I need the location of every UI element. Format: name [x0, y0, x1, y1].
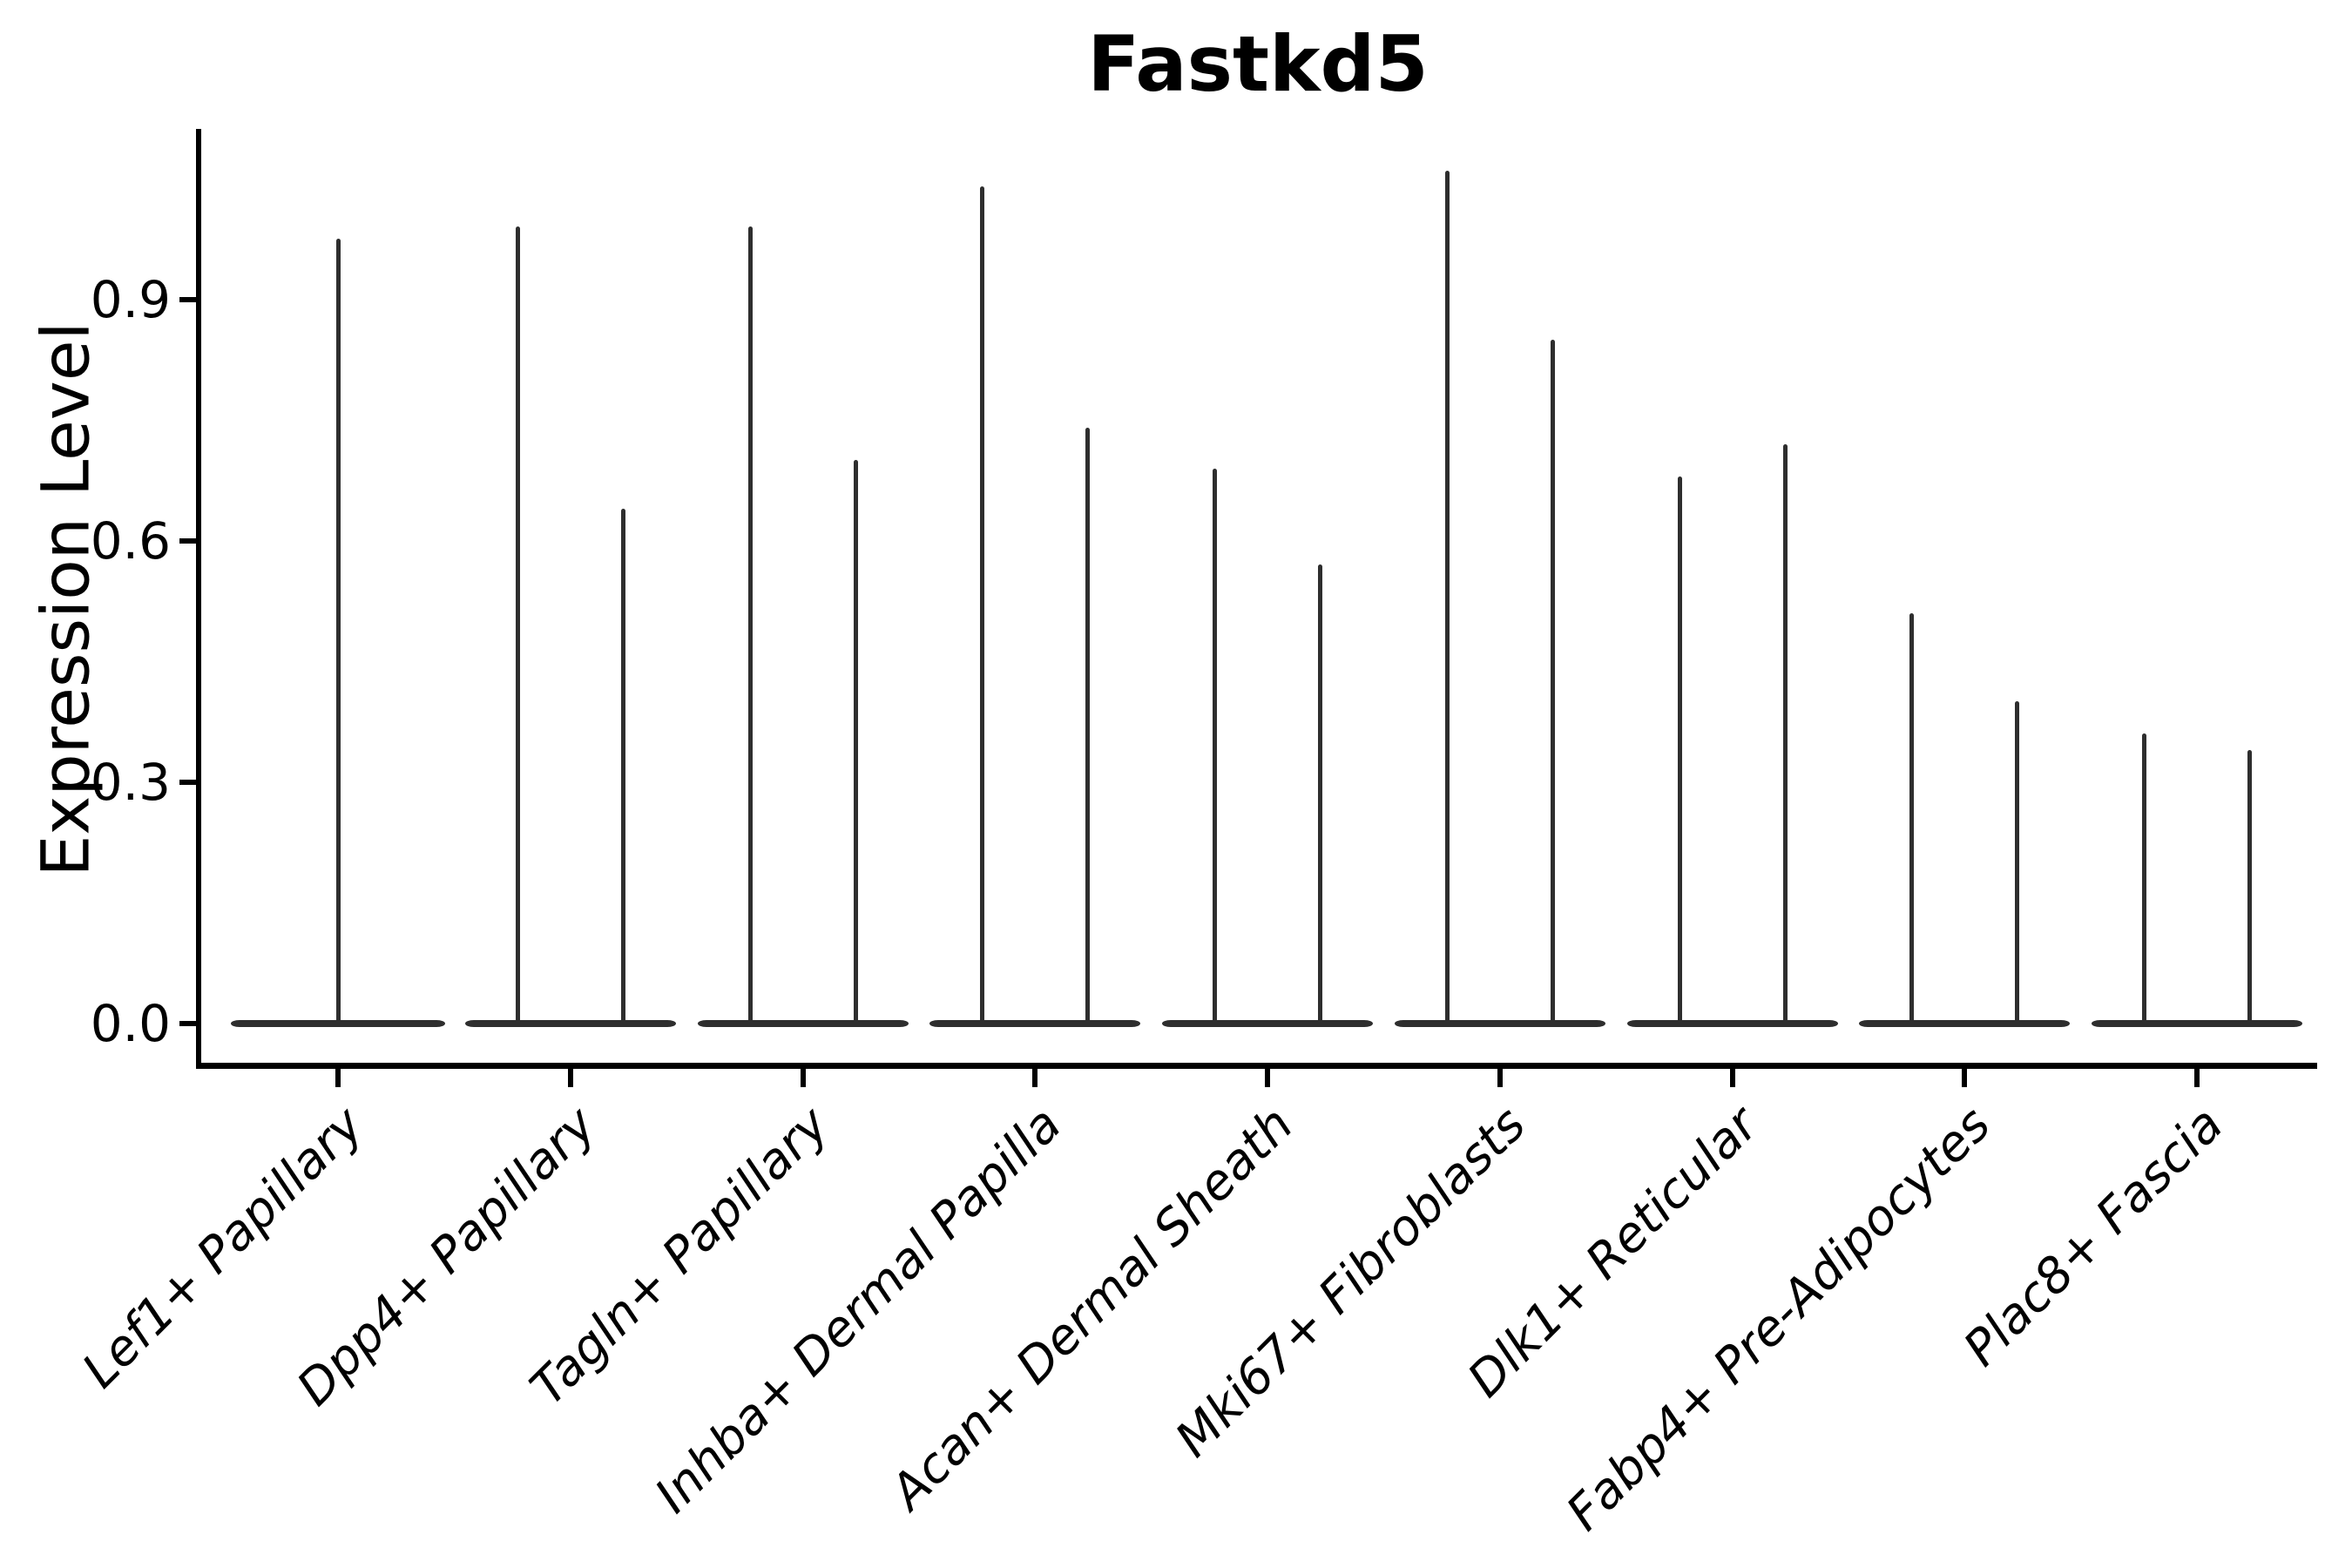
y-tick-mark [179, 296, 199, 302]
violin-spike [747, 226, 753, 1024]
violin-base [464, 1020, 676, 1027]
y-tick-label: 0.9 [90, 269, 171, 329]
x-tick-mark [1032, 1066, 1038, 1087]
x-tick-label: Plac8+ Fascia [1952, 1096, 2234, 1378]
y-tick-label: 0.6 [90, 510, 171, 571]
y-tick-mark [179, 779, 199, 785]
violin-base [2092, 1020, 2302, 1027]
violin-spike [515, 226, 520, 1024]
violin-spike [853, 460, 858, 1024]
violin-spike [980, 186, 985, 1024]
y-tick-mark [179, 537, 199, 544]
violin-spike [620, 508, 625, 1024]
y-axis-spine [196, 129, 201, 1069]
violin-base [929, 1020, 1141, 1027]
violin-base [231, 1020, 445, 1027]
violin-spike [335, 239, 341, 1024]
x-tick-label: Inhba+ Dermal Papilla [644, 1096, 1072, 1524]
violin-spike [1085, 428, 1091, 1024]
violin-base [1162, 1020, 1373, 1027]
x-tick-label: Acan+ Dermal Sheath [880, 1096, 1305, 1521]
violin-spike [1318, 564, 1322, 1024]
x-tick-mark [2194, 1066, 2200, 1087]
x-tick-mark [567, 1066, 573, 1087]
violin-base [1859, 1020, 2071, 1027]
x-tick-mark [1497, 1066, 1503, 1087]
y-tick-label: 0.3 [90, 752, 171, 812]
chart-title: Fastkd5 [1087, 19, 1429, 109]
violin-spike [1213, 468, 1217, 1024]
violin-spike [1909, 612, 1915, 1024]
violin-spike [2247, 749, 2252, 1024]
violin-spike [2015, 701, 2020, 1024]
violin-base [697, 1020, 909, 1027]
x-axis-spine [196, 1063, 2317, 1069]
x-tick-mark [800, 1066, 806, 1087]
violin-spike [1550, 339, 1555, 1024]
violin-base [1626, 1020, 1838, 1027]
violin-spike [1782, 443, 1788, 1024]
violin-spike [2142, 733, 2146, 1024]
y-tick-mark [179, 1021, 199, 1026]
x-tick-mark [1729, 1066, 1735, 1087]
violin-spike [1444, 170, 1450, 1024]
x-tick-mark [335, 1066, 341, 1087]
violin-spike [1677, 476, 1682, 1024]
violin-base [1394, 1020, 1605, 1027]
y-tick-label: 0.0 [90, 994, 171, 1053]
x-tick-mark [1962, 1066, 1968, 1087]
x-tick-label: Fabp4+ Pre-Adipocytes [1556, 1096, 2002, 1542]
x-tick-mark [1265, 1066, 1270, 1087]
